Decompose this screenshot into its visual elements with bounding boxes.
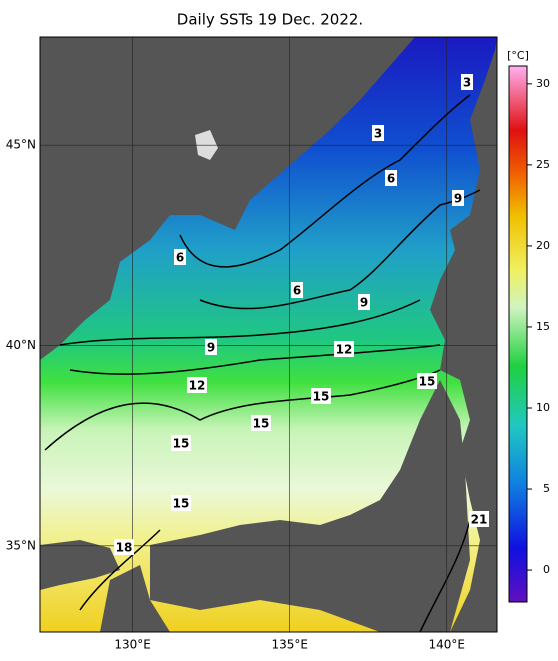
land-honshu — [150, 380, 470, 632]
y-tick-label: 35°N — [6, 538, 36, 552]
contour-label-box — [174, 249, 186, 265]
contour-label: 15 — [173, 437, 190, 451]
contour-line — [44, 369, 441, 451]
x-tick-label: 140°E — [428, 638, 465, 652]
x-tick-label: 130°E — [114, 638, 151, 652]
contour-label: 15 — [313, 390, 330, 404]
contour-label-box — [114, 539, 134, 555]
colorbar — [508, 65, 528, 603]
contour-label: 12 — [336, 343, 353, 357]
contour-line — [69, 344, 441, 375]
contour-label-box — [187, 377, 207, 393]
contour-label: 18 — [116, 541, 133, 555]
contour-label: 9 — [207, 341, 215, 355]
contour-label: 15 — [419, 375, 436, 389]
contour-label-box — [171, 435, 191, 451]
contour-label-box — [171, 495, 191, 511]
contour-label: 9 — [454, 192, 462, 206]
contour-label: 12 — [189, 379, 206, 393]
contour-label: 6 — [387, 172, 395, 186]
contour-line — [179, 94, 471, 268]
contour-line — [419, 519, 471, 632]
colorbar-tick-label: 0 — [543, 563, 550, 576]
colorbar-tick-label: 20 — [536, 239, 550, 252]
contour-label: 3 — [374, 127, 382, 141]
contour-label: 6 — [293, 284, 301, 298]
y-tick-label: 45°N — [6, 138, 36, 152]
x-tick-label: 135°E — [271, 638, 308, 652]
colorbar-tick-label: 15 — [536, 320, 550, 333]
colorbar-unit: [°C] — [507, 49, 529, 62]
contour-label-box — [291, 282, 303, 298]
contour-label-box — [334, 341, 354, 357]
contour-line — [59, 299, 421, 346]
land-mainland — [40, 37, 415, 360]
map: 3 3 6 6 6 9 9 9 12 12 15 15 15 15 15 18 21 — [40, 37, 497, 632]
land-kyushu — [100, 565, 170, 632]
colorbar-tick-label: 25 — [536, 158, 550, 171]
contour-label: 21 — [471, 513, 488, 527]
contour-label: 15 — [173, 497, 190, 511]
contour-label-box — [372, 125, 384, 141]
title: Daily SSTs 19 Dec. 2022. — [177, 11, 363, 29]
contour-label: 6 — [176, 251, 184, 265]
contour-label-box — [311, 388, 331, 404]
land-japan-north — [430, 37, 497, 632]
contour-label: 9 — [360, 296, 368, 310]
contour-label-box — [358, 294, 370, 310]
contour-label-box — [251, 415, 271, 431]
contour-label-box — [417, 373, 437, 389]
colorbar-tick-label: 5 — [543, 482, 550, 495]
contour-label: 3 — [463, 76, 471, 90]
contour-label-box — [452, 190, 464, 206]
map-frame — [39, 36, 498, 633]
contour-label-box — [469, 511, 489, 527]
contour-label-box — [461, 74, 473, 90]
colorbar-tick-label: 10 — [536, 401, 550, 414]
y-tick-label: 40°N — [6, 338, 36, 352]
land-korea-south — [40, 540, 120, 590]
contour-label: 15 — [253, 417, 270, 431]
contour-line — [79, 529, 161, 611]
colorbar-tick-label: 30 — [536, 77, 550, 90]
contour-label-box — [385, 170, 397, 186]
contour-label-box — [205, 339, 217, 355]
